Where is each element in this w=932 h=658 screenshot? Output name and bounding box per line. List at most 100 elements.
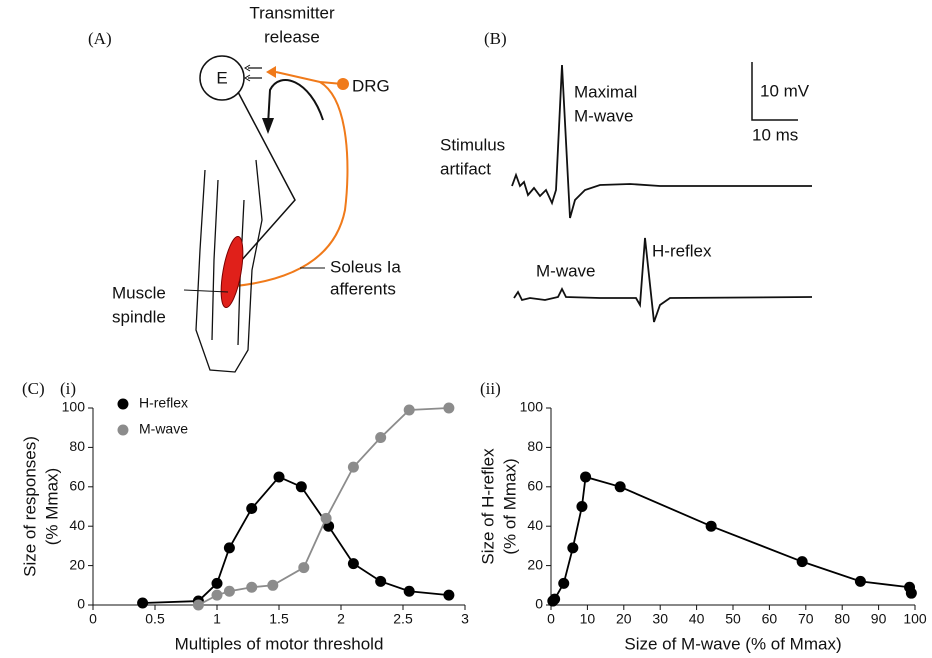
x-tick-label: 80	[834, 611, 850, 627]
x-tick-label: 3	[461, 611, 469, 627]
point	[246, 502, 258, 514]
y-tick-label: 20	[527, 556, 543, 572]
muscle	[220, 236, 244, 308]
point	[223, 542, 235, 554]
legend-marker	[117, 424, 129, 436]
legend-label: M-wave	[139, 421, 188, 437]
x-tick-label: 0	[547, 611, 555, 627]
point	[796, 556, 808, 568]
label: Maximal	[574, 82, 637, 101]
point	[211, 589, 223, 601]
point	[403, 585, 415, 597]
point	[211, 577, 223, 589]
point	[375, 575, 387, 587]
y-tick-label: 20	[69, 556, 85, 572]
x-tick-label: 70	[798, 611, 814, 627]
point	[558, 577, 570, 589]
x-tick-label: 2	[337, 611, 345, 627]
y-tick-label: 0	[535, 596, 543, 612]
y-tick-label: 40	[69, 517, 85, 533]
point	[403, 404, 415, 416]
x-tick-label: 10	[580, 611, 596, 627]
point	[295, 481, 307, 493]
label: artifact	[440, 159, 491, 178]
point	[854, 575, 866, 587]
x-tick-label: 1.5	[269, 611, 289, 627]
panel-label: (B)	[484, 29, 507, 48]
x-tick-label: 1	[213, 611, 221, 627]
label: M-wave	[536, 261, 596, 280]
y-tick-label: 60	[527, 478, 543, 494]
y-tick-label: 80	[69, 438, 85, 454]
series-line	[197, 407, 449, 606]
motor-axon	[237, 91, 296, 263]
label: Muscle	[112, 283, 166, 302]
trace	[511, 64, 812, 219]
x-tick-label: 90	[871, 611, 887, 627]
label: E	[216, 68, 227, 87]
x-tick-label: 60	[762, 611, 778, 627]
x-tick-label: 100	[903, 611, 927, 627]
label: spindle	[112, 307, 166, 326]
leader	[183, 289, 229, 293]
point	[137, 597, 149, 609]
label: Stimulus	[440, 135, 505, 154]
label: DRG	[352, 76, 390, 95]
y-tick-label: 60	[69, 478, 85, 494]
point	[347, 558, 359, 570]
point	[298, 562, 310, 574]
subtitle: (i)	[60, 379, 76, 398]
point	[905, 587, 917, 599]
y-axis-label: (% Mmax)	[42, 468, 61, 545]
y-axis-label: Size of responses)	[20, 436, 39, 577]
point	[549, 593, 561, 605]
y-axis-label: Size of H-reflex	[478, 448, 497, 565]
neuron	[199, 55, 245, 101]
point	[443, 589, 455, 601]
y-tick-label: 0	[77, 596, 85, 612]
label: H-reflex	[652, 241, 712, 260]
legend-label: H-reflex	[139, 395, 188, 411]
y-axis-label: (% of Mmax)	[500, 458, 519, 554]
label: Soleus Ia	[330, 257, 401, 276]
terminal	[266, 66, 276, 78]
drg-node	[337, 78, 349, 90]
point	[567, 542, 579, 554]
legend-marker	[117, 398, 129, 410]
point	[443, 402, 455, 414]
y-tick-label: 100	[62, 399, 86, 415]
trace	[513, 237, 813, 323]
y-tick-label: 100	[520, 399, 544, 415]
afferent	[235, 81, 349, 287]
arrowheads	[244, 64, 251, 82]
x-tick-label: 0.5	[145, 611, 165, 627]
axon	[275, 71, 344, 85]
point	[614, 481, 626, 493]
y-tick-label: 80	[527, 438, 543, 454]
point	[223, 585, 235, 597]
label: Transmitter	[249, 3, 335, 22]
panel-label: (A)	[88, 29, 112, 48]
arrows	[248, 67, 262, 79]
label: M-wave	[574, 106, 634, 125]
point	[273, 471, 285, 483]
reflex-arc	[267, 79, 324, 126]
x-tick-label: 40	[689, 611, 705, 627]
point	[267, 579, 279, 591]
arrowhead	[262, 118, 274, 134]
x-tick-label: 0	[89, 611, 97, 627]
point	[705, 520, 717, 532]
point	[576, 501, 588, 512]
x-tick-label: 2.5	[393, 611, 413, 627]
point	[580, 471, 592, 483]
x-axis-label: Size of M-wave (% of Mmax)	[624, 634, 841, 653]
panel-label: (C)	[22, 379, 45, 398]
x-tick-label: 50	[725, 611, 741, 627]
point	[246, 581, 258, 593]
x-tick-label: 20	[616, 611, 632, 627]
label: 10 mV	[760, 81, 810, 100]
point	[192, 599, 204, 611]
label: 10 ms	[752, 125, 798, 144]
point	[347, 461, 359, 473]
